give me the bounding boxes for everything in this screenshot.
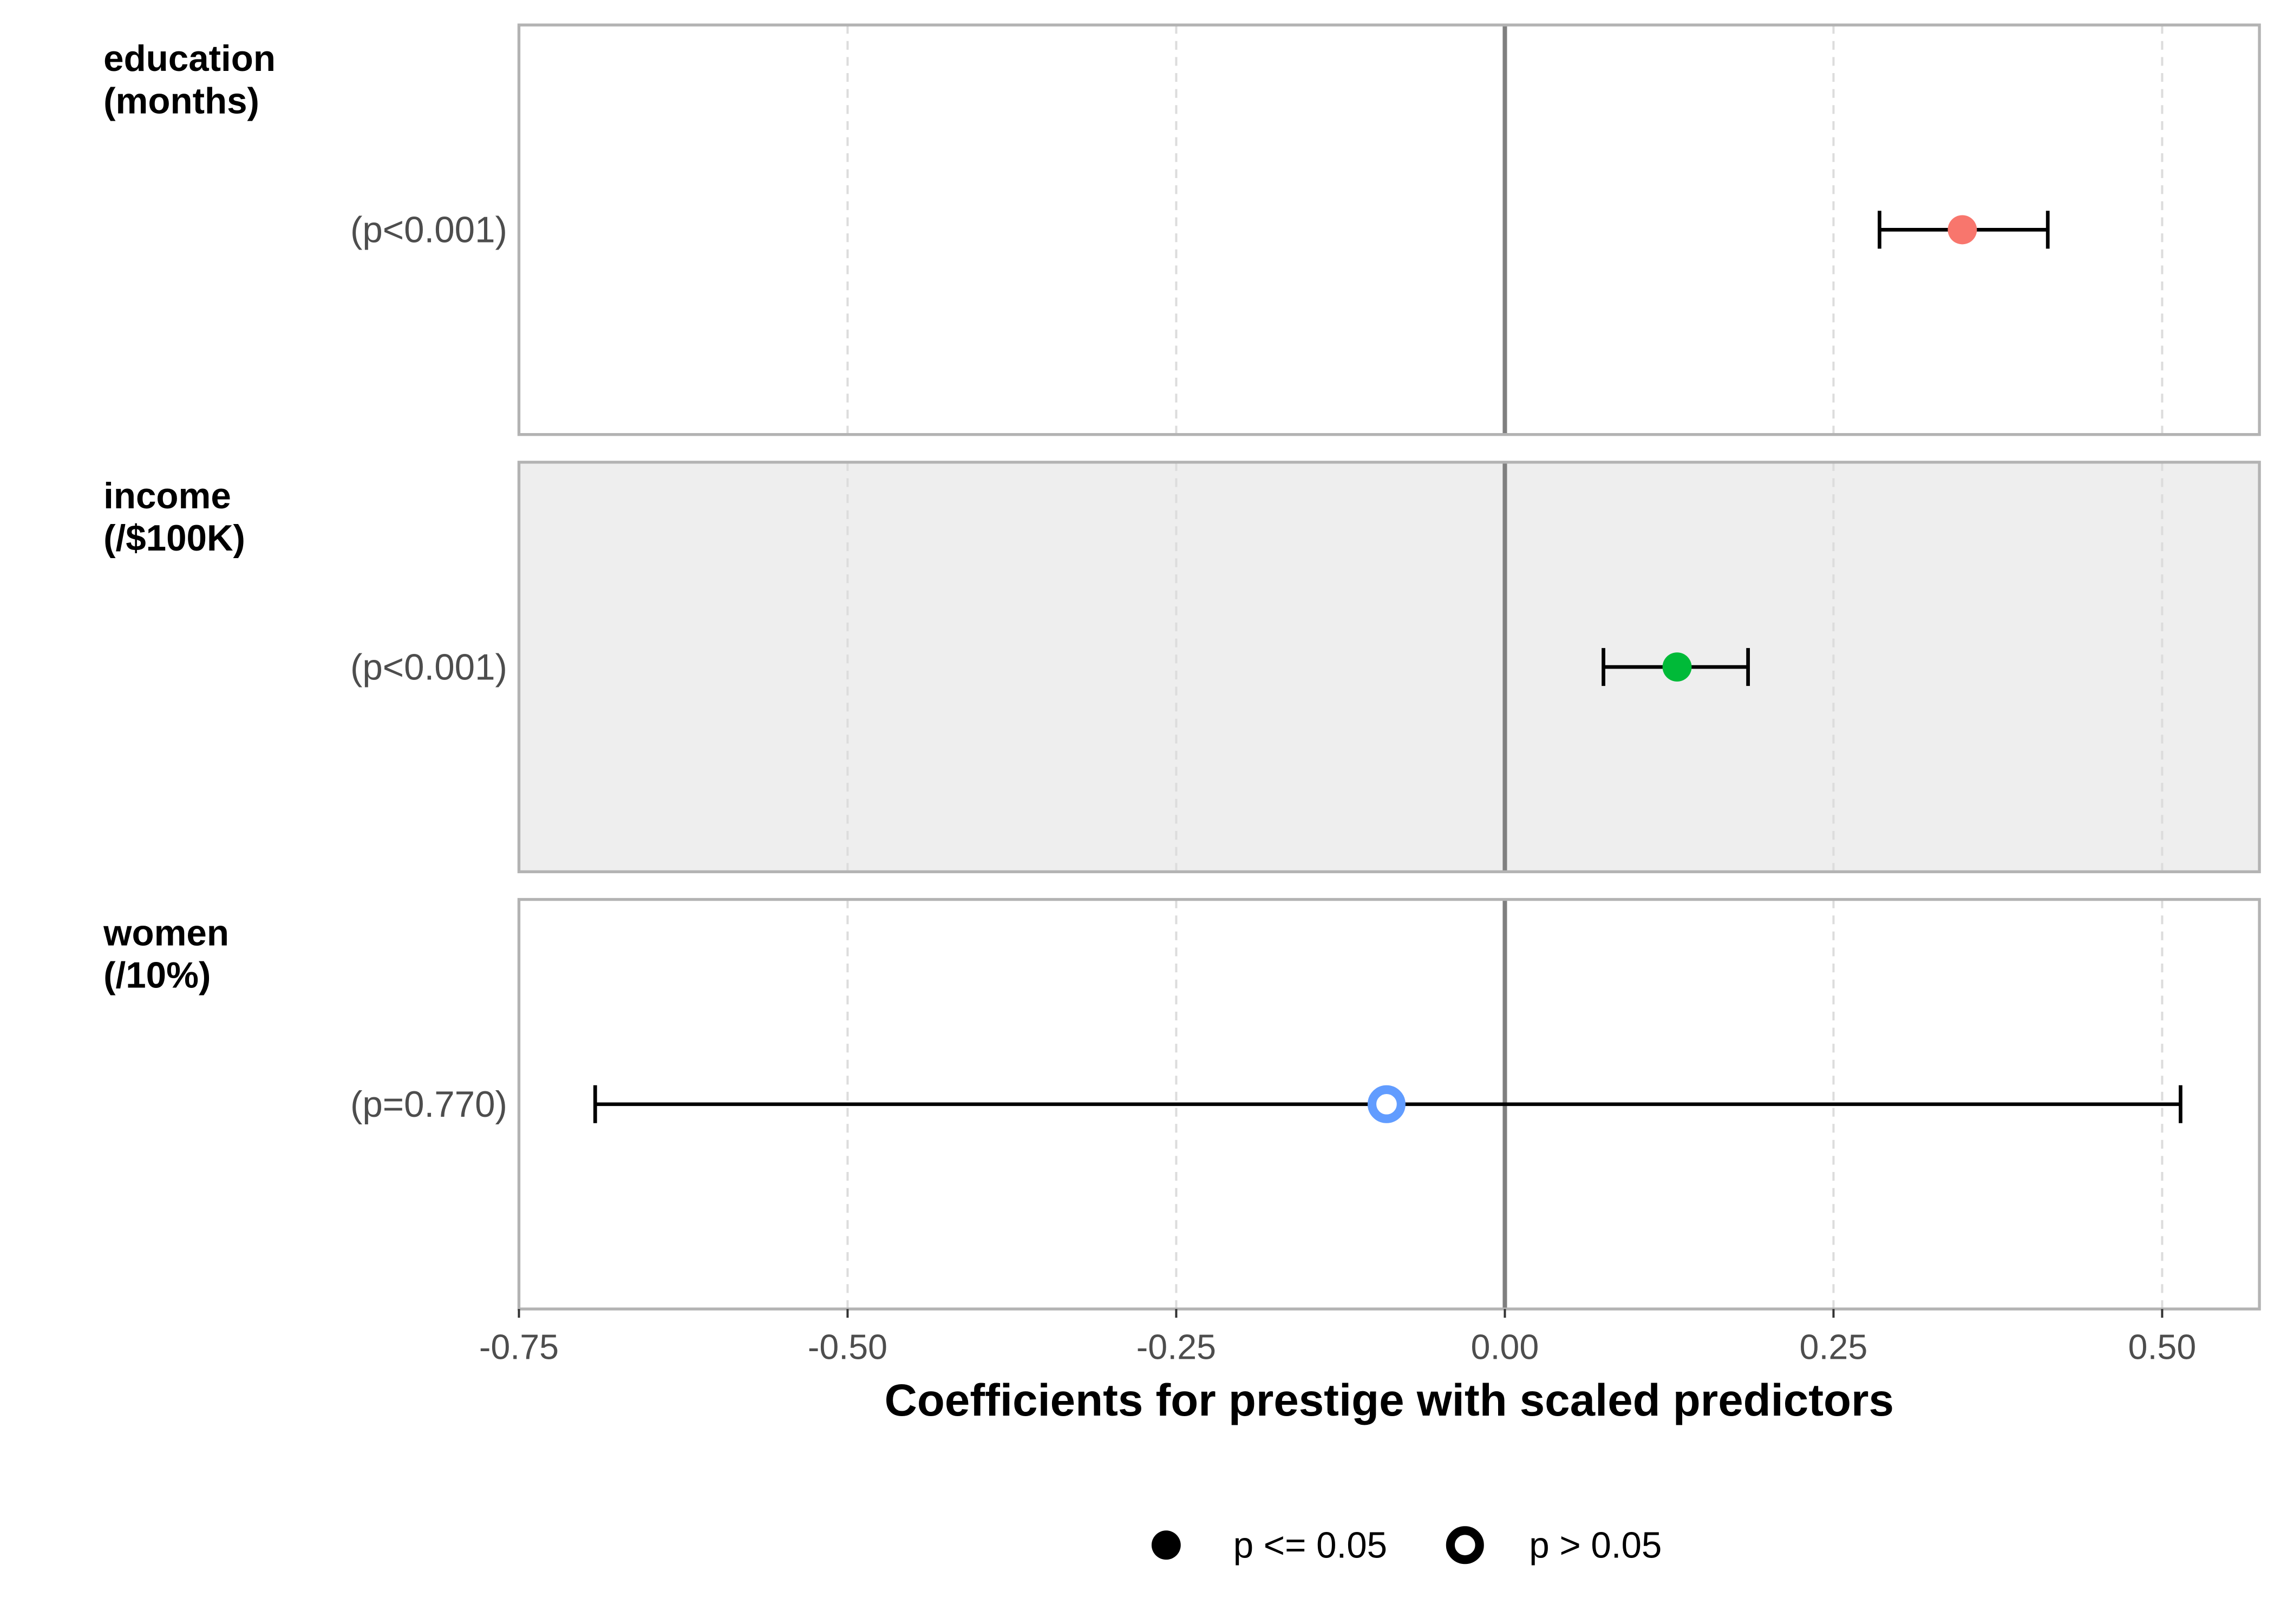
- y-tick-label: (p=0.770): [350, 1084, 507, 1125]
- x-axis-title: Coefficients for prestige with scaled pr…: [885, 1374, 1894, 1425]
- facet-label: women: [103, 913, 229, 954]
- facet-label: (/10%): [103, 955, 211, 996]
- facet-label: education: [103, 38, 276, 79]
- x-tick-label: -0.75: [479, 1328, 559, 1367]
- panel-border: [517, 898, 2261, 1311]
- x-tick-label: -0.50: [808, 1328, 887, 1367]
- point: [1948, 215, 1977, 245]
- x-tick-label: 0.25: [1800, 1328, 1868, 1367]
- y-tick-label: (p<0.001): [350, 647, 507, 687]
- x-tick-label: -0.25: [1136, 1328, 1216, 1367]
- y-tick-label: (p<0.001): [350, 210, 507, 251]
- facet-label: (months): [103, 81, 259, 121]
- panel-border: [517, 461, 2261, 874]
- legend-symbol: [1446, 1526, 1484, 1564]
- point: [1367, 1085, 1406, 1123]
- point: [1662, 652, 1692, 682]
- x-tick-label: 0.50: [2128, 1328, 2197, 1367]
- x-tick-label: 0.00: [1471, 1328, 1539, 1367]
- panel-background: [519, 462, 2260, 872]
- legend-label: p > 0.05: [1529, 1525, 1662, 1566]
- facet-label: income: [103, 476, 231, 516]
- legend-label: p <= 0.05: [1233, 1525, 1387, 1566]
- facet-label: (/$100K): [103, 518, 245, 559]
- legend-symbol: [1151, 1530, 1181, 1560]
- panel-border: [517, 23, 2261, 436]
